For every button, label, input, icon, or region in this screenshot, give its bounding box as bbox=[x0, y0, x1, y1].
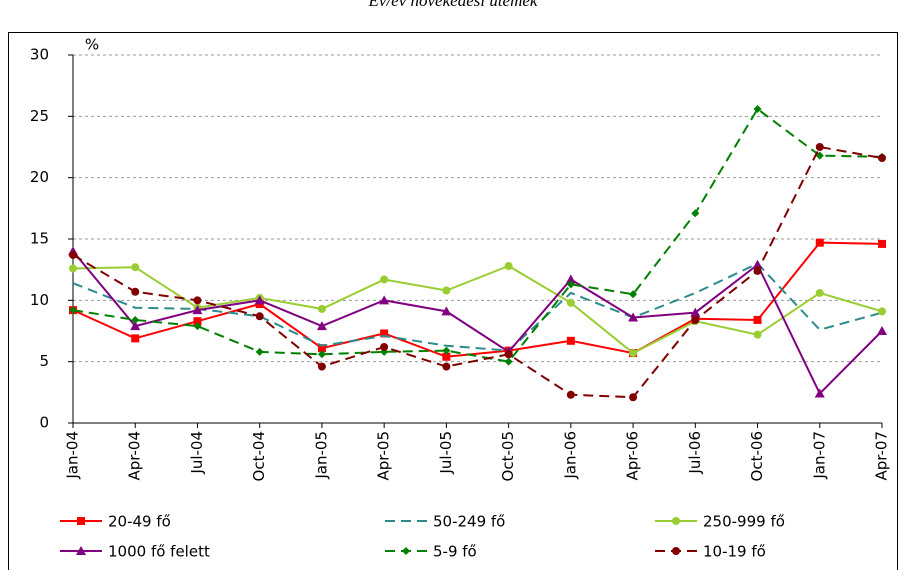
marker bbox=[380, 329, 389, 338]
marker bbox=[753, 104, 762, 113]
marker bbox=[878, 154, 886, 163]
marker bbox=[877, 326, 887, 335]
series-line bbox=[72, 241, 883, 358]
y-axis-label: % bbox=[85, 36, 99, 54]
marker bbox=[629, 290, 638, 299]
x-tick-label: Jan-06 bbox=[561, 431, 579, 480]
marker bbox=[76, 546, 86, 555]
marker bbox=[193, 322, 202, 331]
legend-label: 1000 fő felett bbox=[108, 543, 210, 561]
marker bbox=[815, 288, 824, 297]
marker bbox=[815, 151, 824, 160]
marker bbox=[815, 238, 824, 247]
marker bbox=[566, 298, 575, 307]
x-tick-label: Oct-06 bbox=[748, 431, 766, 481]
marker bbox=[131, 287, 140, 296]
marker bbox=[566, 280, 575, 289]
marker bbox=[131, 334, 140, 343]
chart-title: Év/év növekedési ütemek bbox=[368, 0, 538, 10]
marker bbox=[504, 261, 513, 270]
marker bbox=[131, 263, 140, 272]
marker bbox=[69, 306, 77, 315]
marker bbox=[317, 304, 326, 313]
marker bbox=[814, 388, 825, 398]
x-tick-label: Jan-05 bbox=[312, 431, 330, 480]
marker bbox=[379, 295, 390, 305]
marker bbox=[192, 305, 203, 315]
marker bbox=[316, 321, 327, 331]
marker bbox=[69, 264, 77, 273]
legend-label: 50-249 fő bbox=[433, 513, 505, 531]
marker bbox=[193, 317, 202, 326]
marker bbox=[77, 517, 85, 525]
x-tick-label: Jul-06 bbox=[686, 431, 704, 475]
marker bbox=[878, 239, 886, 248]
marker bbox=[753, 315, 762, 324]
x-tick-label: Jul-04 bbox=[188, 431, 206, 475]
y-tick-label: 20 bbox=[30, 168, 49, 186]
marker bbox=[566, 336, 575, 345]
marker bbox=[629, 393, 638, 402]
marker bbox=[442, 352, 451, 361]
y-tick-label: 30 bbox=[30, 46, 49, 64]
marker bbox=[504, 357, 513, 366]
marker bbox=[690, 307, 701, 317]
marker bbox=[504, 350, 513, 359]
x-tick-label: Apr-06 bbox=[624, 431, 642, 481]
marker bbox=[442, 286, 451, 295]
marker bbox=[255, 347, 264, 356]
marker bbox=[442, 346, 451, 355]
marker bbox=[672, 517, 680, 525]
marker bbox=[69, 250, 77, 259]
x-tick-label: Apr-07 bbox=[873, 431, 891, 481]
series-line bbox=[72, 264, 883, 355]
marker bbox=[691, 315, 700, 324]
x-tick-label: Jul-05 bbox=[437, 431, 455, 475]
legend-label: 5-9 fő bbox=[433, 543, 477, 561]
marker bbox=[254, 295, 265, 305]
y-tick-label: 5 bbox=[39, 352, 49, 370]
x-tick-label: Apr-04 bbox=[126, 431, 144, 481]
marker bbox=[317, 350, 326, 359]
x-tick-label: Jan-04 bbox=[64, 431, 82, 480]
marker bbox=[130, 321, 141, 331]
marker bbox=[442, 362, 451, 371]
marker bbox=[628, 312, 639, 322]
y-tick-label: 15 bbox=[30, 230, 49, 248]
marker bbox=[380, 342, 389, 351]
x-tick-label: Jan-07 bbox=[810, 431, 828, 480]
marker bbox=[753, 266, 762, 275]
series-line bbox=[72, 107, 883, 363]
marker bbox=[380, 275, 389, 284]
marker bbox=[566, 390, 575, 399]
legend-label: 10-19 fő bbox=[703, 543, 766, 561]
marker bbox=[317, 344, 326, 353]
series-line bbox=[72, 250, 883, 396]
y-tick-label: 25 bbox=[30, 107, 49, 125]
y-tick-label: 10 bbox=[30, 291, 49, 309]
series-line bbox=[72, 262, 883, 352]
chart-frame bbox=[8, 32, 898, 570]
x-tick-label: Oct-05 bbox=[499, 431, 517, 481]
legend-label: 250-999 fő bbox=[703, 513, 785, 531]
marker bbox=[815, 143, 824, 151]
y-tick-label: 0 bbox=[39, 414, 49, 432]
marker bbox=[565, 274, 576, 284]
marker bbox=[131, 315, 140, 324]
marker bbox=[672, 547, 680, 555]
legend-label: 20-49 fő bbox=[108, 513, 171, 531]
marker bbox=[317, 362, 326, 371]
series-line bbox=[72, 145, 883, 399]
marker bbox=[878, 307, 886, 316]
marker bbox=[629, 349, 638, 358]
marker bbox=[255, 312, 264, 321]
marker bbox=[193, 296, 202, 305]
x-tick-label: Apr-05 bbox=[375, 431, 393, 481]
marker bbox=[402, 547, 410, 555]
x-tick-label: Oct-04 bbox=[250, 431, 268, 481]
marker bbox=[441, 306, 452, 316]
marker bbox=[753, 330, 762, 339]
marker bbox=[691, 209, 700, 218]
